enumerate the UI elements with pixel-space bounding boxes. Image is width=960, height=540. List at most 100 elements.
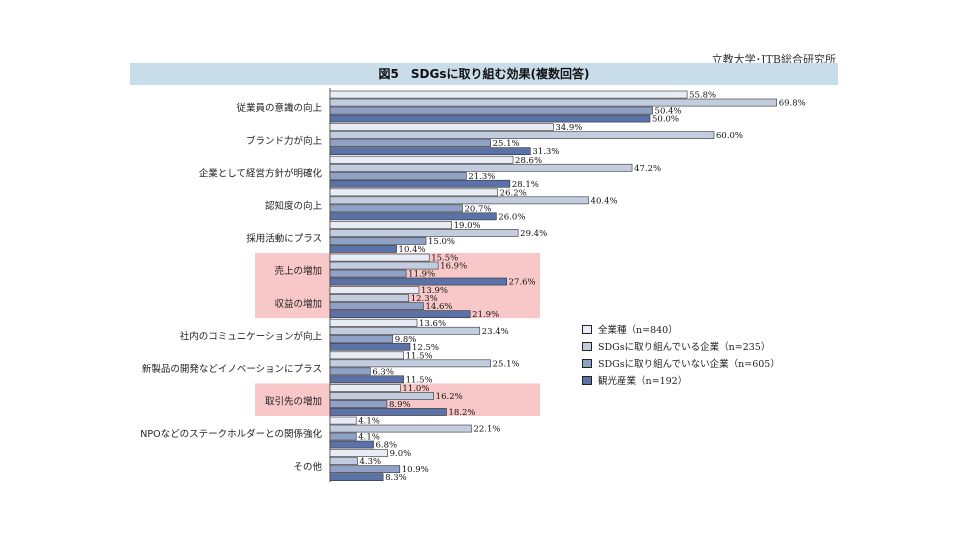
data-label: 26.2% (500, 188, 527, 198)
bar (329, 253, 430, 262)
bar (329, 384, 401, 392)
legend-swatch (582, 341, 592, 351)
category-label: ブランド力が向上 (246, 135, 323, 147)
bar (329, 294, 410, 303)
data-label: 31.3% (532, 147, 559, 157)
bar (329, 342, 411, 351)
data-label: 13.9% (421, 286, 448, 296)
bar (329, 229, 519, 237)
bar (329, 98, 778, 107)
data-label: 11.5% (406, 375, 433, 385)
data-label: 55.8% (689, 91, 716, 101)
category-label: 収益の増加 (274, 298, 322, 310)
bar (329, 131, 715, 140)
data-label: 6.8% (376, 441, 398, 451)
bar (329, 237, 427, 245)
bar (329, 473, 384, 482)
data-label: 34.9% (555, 123, 582, 133)
bar (329, 449, 388, 458)
data-label: 12.3% (411, 294, 438, 304)
bar (329, 424, 472, 433)
chart-title: 図5 SDGsに取り組む効果(複数回答) (378, 67, 590, 81)
bar (329, 204, 463, 213)
data-label: 21.3% (468, 172, 495, 182)
source-credit: 立教大学･JTB総合研究所 (711, 53, 836, 66)
category-label: 社内のコミュニケーションが向上 (180, 330, 323, 342)
bar (329, 196, 589, 205)
bar (329, 367, 371, 376)
data-label: 4.1% (358, 433, 380, 443)
category-label: 従業員の意識の向上 (236, 102, 322, 114)
bar (329, 440, 374, 449)
category-label: 採用活動にプラス (246, 233, 322, 245)
bar (329, 114, 651, 123)
category-label: 認知度の向上 (265, 200, 323, 212)
bar (329, 318, 418, 327)
bar (329, 269, 407, 278)
category-label: 売上の増加 (274, 265, 322, 277)
data-label: 40.4% (591, 196, 618, 206)
data-label: 22.1% (473, 425, 500, 435)
bar (329, 171, 467, 180)
bar (329, 302, 424, 311)
data-label: 23.4% (482, 327, 509, 337)
legend-label: 観光産業（n=192） (598, 376, 688, 387)
data-label: 29.4% (520, 229, 547, 239)
legend-item-all-industries: 全業種（n=840） (582, 321, 780, 337)
legend-label: SDGsに取り組んでいる企業（n=235） (598, 342, 771, 353)
category-label: その他 (293, 461, 322, 473)
legend-swatch (582, 324, 592, 334)
data-label: 11.5% (406, 351, 433, 361)
bar (329, 408, 447, 416)
bar (329, 139, 491, 148)
bar (329, 351, 404, 360)
data-label: 25.1% (493, 359, 520, 369)
title-band: 図5 SDGsに取り組む効果(複数回答) (130, 63, 838, 85)
bar (329, 261, 439, 270)
data-label: 15.5% (431, 254, 458, 264)
data-label: 14.6% (425, 302, 452, 312)
category-label: NPOなどのステークホルダーとの関係強化 (140, 428, 322, 440)
bar (329, 221, 452, 229)
data-label: 25.1% (493, 139, 520, 149)
legend-item-tourism: 観光産業（n=192） (582, 372, 780, 388)
data-label: 15.0% (428, 237, 455, 247)
category-label: 取引先の増加 (265, 396, 322, 408)
bar (329, 147, 531, 156)
data-label: 13.6% (419, 319, 446, 329)
data-label: 4.1% (358, 417, 380, 427)
bar (329, 465, 401, 474)
data-label: 50.4% (655, 107, 682, 117)
data-label: 19.0% (454, 221, 481, 231)
legend-label: SDGsに取り組んでいない企業（n=605） (598, 359, 780, 370)
data-label: 9.0% (390, 449, 412, 459)
data-label: 18.2% (448, 408, 475, 418)
bar (329, 286, 420, 295)
data-label: 9.8% (395, 335, 417, 345)
data-label: 10.9% (402, 465, 429, 475)
data-label: 26.0% (498, 212, 525, 222)
data-label: 28.1% (512, 180, 539, 190)
bar (329, 90, 688, 99)
bar (329, 188, 498, 197)
bar (329, 163, 633, 172)
data-label: 69.8% (779, 99, 806, 109)
bar (329, 457, 358, 466)
data-label: 47.2% (634, 164, 661, 174)
data-label: 10.4% (399, 245, 426, 255)
data-label: 60.0% (716, 131, 743, 141)
bar (329, 179, 511, 188)
bar (329, 432, 357, 441)
bar (329, 359, 491, 368)
data-label: 20.7% (464, 204, 491, 214)
bar (329, 326, 481, 335)
category-label: 新製品の開発などイノベーションにプラス (142, 363, 322, 375)
bar (329, 106, 653, 115)
data-label: 50.0% (652, 115, 679, 125)
data-label: 11.9% (408, 270, 435, 280)
data-label: 16.9% (440, 262, 467, 272)
data-label: 28.6% (515, 156, 542, 166)
data-label: 11.0% (402, 384, 429, 394)
data-label: 8.3% (385, 473, 407, 483)
bar (329, 310, 471, 319)
